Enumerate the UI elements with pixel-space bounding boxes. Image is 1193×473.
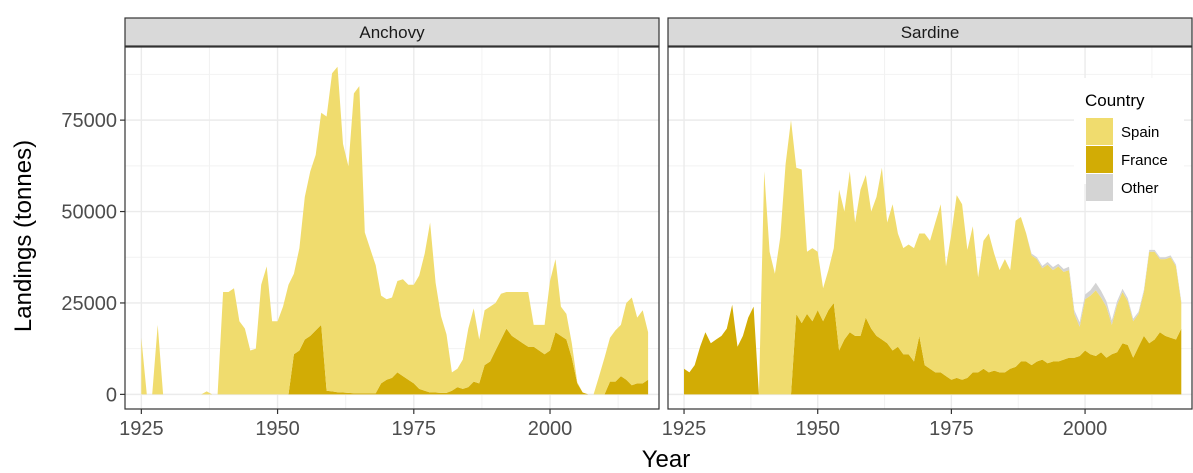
y-tick-label: 50000 bbox=[61, 202, 117, 224]
facet-strip-label: Sardine bbox=[901, 23, 960, 42]
area-anchovy-spain bbox=[141, 66, 649, 395]
panel-sardine: Sardine 1925 1950 1975 2000 bbox=[662, 17, 1193, 440]
legend-label-spain: Spain bbox=[1121, 124, 1159, 141]
panel-border bbox=[124, 46, 660, 410]
area-sardine-spain bbox=[684, 120, 1182, 395]
x-axis-title: Year bbox=[642, 446, 691, 473]
x-tick-label: 1925 bbox=[119, 418, 164, 440]
legend-label-other: Other bbox=[1121, 180, 1159, 197]
x-tick-label: 1975 bbox=[392, 418, 437, 440]
x-tick-label: 1975 bbox=[929, 418, 974, 440]
x-tick-label: 1925 bbox=[662, 418, 707, 440]
x-tick-label: 2000 bbox=[1063, 418, 1108, 440]
y-axis-title: Landings (tonnes) bbox=[10, 140, 37, 332]
legend-key-france bbox=[1086, 146, 1113, 173]
y-tick-label: 25000 bbox=[61, 293, 117, 315]
y-tick-label: 75000 bbox=[61, 110, 117, 132]
x-tick-label: 1950 bbox=[255, 418, 300, 440]
x-tick-label: 2000 bbox=[528, 418, 573, 440]
area-sardine-france bbox=[684, 303, 1182, 395]
facet-strip bbox=[667, 17, 1193, 47]
legend-title: Country bbox=[1085, 91, 1145, 110]
facet-strip bbox=[124, 17, 660, 47]
y-tick-label: 0 bbox=[106, 384, 117, 406]
panel-border bbox=[667, 46, 1193, 410]
legend-key-spain bbox=[1086, 118, 1113, 145]
area-anchovy-france bbox=[141, 324, 649, 395]
legend-key-other bbox=[1086, 174, 1113, 201]
panel-anchovy: Anchovy 1925 1950 1975 2000 0 25000 50000 75000 bbox=[61, 17, 660, 440]
legend-label-france: France bbox=[1121, 152, 1168, 169]
legend: Country Spain France Other bbox=[1074, 78, 1184, 201]
x-tick-label: 1950 bbox=[795, 418, 840, 440]
facet-strip-label: Anchovy bbox=[359, 23, 425, 42]
